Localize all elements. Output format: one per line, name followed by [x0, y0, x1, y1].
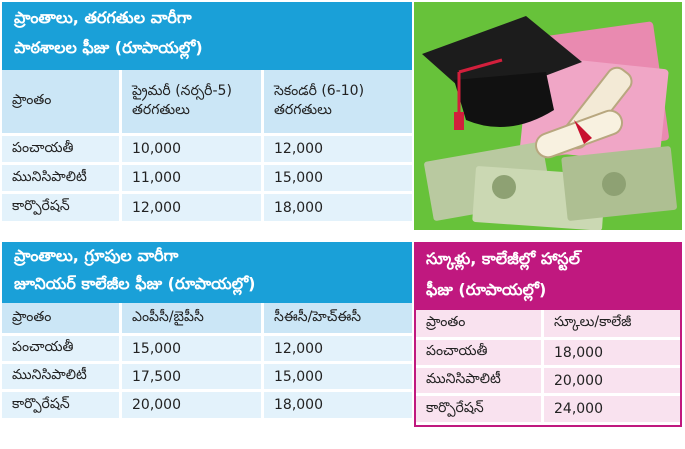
table-cell: కార్పొరేషన్: [2, 194, 122, 224]
table-cell: పంచాయతీ: [2, 336, 122, 364]
school-fees-title-2: పాఠశాలల ఫీజు (రూపాయల్లో): [2, 33, 412, 70]
table-row: కార్పొరేషన్ 20,000 18,000: [2, 392, 412, 421]
hostel-fees-panel: స్కూళ్లు, కాలేజీల్లో హాస్టల్ ఫీజు (రూపాయ…: [414, 242, 682, 427]
school-fees-table: ప్రాంతం ప్రైమరీ (నర్సరీ-5) తరగతులు సెకండ…: [2, 70, 412, 224]
column-header: ప్రాంతం: [416, 310, 544, 340]
table-cell: 20,000: [544, 368, 680, 396]
table-cell: పంచాయతీ: [2, 136, 122, 165]
college-fees-title-1: ప్రాంతాలు, గ్రూపుల వారీగా: [2, 242, 412, 270]
table-cell: 11,000: [122, 165, 264, 194]
diploma-scroll-icon: [534, 66, 633, 159]
table-cell: 17,500: [122, 364, 264, 392]
hostel-fees-title-2: ఫీజు (రూపాయల్లో): [414, 276, 682, 310]
table-header-row: ప్రాంతం ప్రైమరీ (నర్సరీ-5) తరగతులు సెకండ…: [2, 70, 412, 136]
school-fees-panel: ప్రాంతాలు, తరగతుల వారీగా పాఠశాలల ఫీజు (ర…: [2, 2, 412, 224]
table-cell: 10,000: [122, 136, 264, 165]
table-row: పంచాయతీ 15,000 12,000: [2, 336, 412, 364]
hostel-fees-title-1: స్కూళ్లు, కాలేజీల్లో హాస్టల్: [414, 242, 682, 276]
school-fees-title-1: ప్రాంతాలు, తరగతుల వారీగా: [2, 2, 412, 33]
graduation-cap-icon: [422, 16, 582, 130]
column-header: ఎంపీసీ/బైపీసీ: [122, 303, 264, 336]
table-cell: కార్పొరేషన్: [416, 396, 544, 425]
column-header: ప్రాంతం: [2, 70, 122, 136]
column-header: ప్రాంతం: [2, 303, 122, 336]
table-cell: 18,000: [264, 392, 412, 421]
table-cell: 12,000: [264, 136, 412, 165]
column-header: ప్రైమరీ (నర్సరీ-5) తరగతులు: [122, 70, 264, 136]
table-cell: 15,000: [122, 336, 264, 364]
table-cell: మునిసిపాలిటీ: [2, 364, 122, 392]
table-cell: 18,000: [544, 340, 680, 368]
column-header: సీఈసీ/హెచ్ఈసీ: [264, 303, 412, 336]
table-cell: 12,000: [122, 194, 264, 224]
table-cell: 20,000: [122, 392, 264, 421]
college-fees-title-2: జూనియర్ కాలేజీల ఫీజు (రూపాయల్లో): [2, 270, 412, 303]
column-header: స్కూలు/కాలేజీ: [544, 310, 680, 340]
table-header-row: ప్రాంతం స్కూలు/కాలేజీ: [416, 310, 680, 340]
column-header: సెకండరీ (6-10) తరగతులు: [264, 70, 412, 136]
hostel-fees-table: ప్రాంతం స్కూలు/కాలేజీ పంచాయతీ 18,000 మున…: [414, 310, 682, 427]
table-row: కార్పొరేషన్ 12,000 18,000: [2, 194, 412, 224]
table-row: మునిసిపాలిటీ 20,000: [416, 368, 680, 396]
table-cell: 15,000: [264, 165, 412, 194]
table-cell: పంచాయతీ: [416, 340, 544, 368]
table-cell: 18,000: [264, 194, 412, 224]
table-header-row: ప్రాంతం ఎంపీసీ/బైపీసీ సీఈసీ/హెచ్ఈసీ: [2, 303, 412, 336]
table-cell: మునిసిపాలిటీ: [2, 165, 122, 194]
table-cell: మునిసిపాలిటీ: [416, 368, 544, 396]
table-row: మునిసిపాలిటీ 17,500 15,000: [2, 364, 412, 392]
table-cell: 15,000: [264, 364, 412, 392]
table-row: పంచాయతీ 18,000: [416, 340, 680, 368]
table-cell: 12,000: [264, 336, 412, 364]
table-row: పంచాయతీ 10,000 12,000: [2, 136, 412, 165]
college-fees-panel: ప్రాంతాలు, గ్రూపుల వారీగా జూనియర్ కాలేజీ…: [2, 242, 412, 421]
college-fees-table: ప్రాంతం ఎంపీసీ/బైపీసీ సీఈసీ/హెచ్ఈసీ పంచా…: [2, 303, 412, 421]
education-fees-illustration: [414, 2, 682, 230]
table-row: కార్పొరేషన్ 24,000: [416, 396, 680, 425]
table-row: మునిసిపాలిటీ 11,000 15,000: [2, 165, 412, 194]
table-cell: కార్పొరేషన్: [2, 392, 122, 421]
table-cell: 24,000: [544, 396, 680, 425]
